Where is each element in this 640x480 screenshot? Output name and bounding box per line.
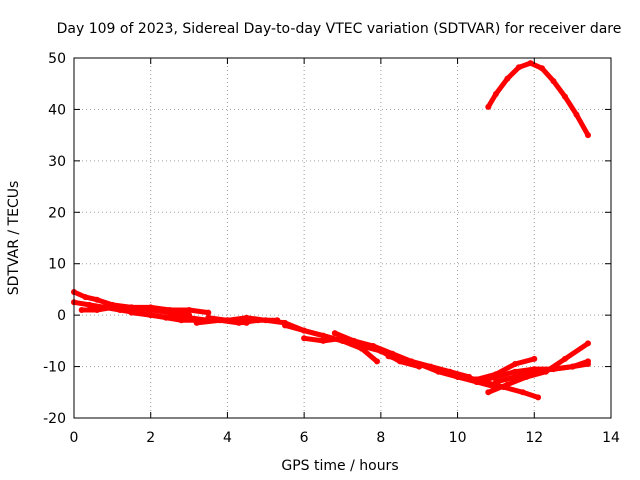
y-tick-label: 50	[48, 51, 66, 67]
data-point	[492, 373, 499, 380]
data-point	[562, 93, 568, 100]
data-point	[527, 60, 534, 67]
data-point	[492, 91, 499, 97]
data-point	[531, 368, 538, 375]
y-tick-label: 10	[48, 257, 66, 273]
data-point	[492, 379, 499, 385]
x-tick-label: 8	[376, 430, 385, 446]
series-line-arc-14	[485, 340, 591, 395]
data-point	[166, 314, 173, 321]
chart-title: Day 109 of 2023, Sidereal Day-to-day VTE…	[57, 21, 622, 37]
data-point	[147, 312, 154, 319]
data-point	[255, 317, 262, 324]
data-point	[186, 314, 193, 321]
y-tick-label: 20	[48, 205, 66, 221]
data-point	[205, 309, 212, 316]
data-point	[216, 317, 223, 324]
x-axis-label: GPS time / hours	[281, 458, 398, 474]
data-point	[235, 319, 242, 326]
data-point	[435, 368, 442, 375]
x-tick-label: 0	[70, 430, 79, 446]
data-point	[504, 75, 511, 82]
data-point	[301, 335, 308, 342]
y-tick-label: 30	[48, 154, 66, 170]
data-point	[519, 389, 526, 396]
plot-frame	[73, 57, 612, 419]
data-point	[331, 330, 338, 337]
data-point	[86, 301, 93, 308]
data-point	[374, 358, 380, 365]
data-point	[485, 389, 492, 396]
data-point	[473, 379, 480, 385]
data-point	[512, 361, 519, 367]
data-point	[320, 332, 327, 339]
y-tick-label: -10	[43, 360, 66, 376]
series-line-arc-16	[485, 60, 591, 138]
x-tick-label: 12	[525, 430, 543, 446]
data-point	[193, 319, 200, 326]
data-point	[416, 361, 423, 367]
data-point	[351, 337, 357, 344]
data-point	[504, 381, 511, 388]
data-point	[320, 337, 327, 344]
data-point	[404, 358, 411, 365]
data-point	[512, 373, 519, 380]
y-tick-label: -20	[43, 411, 66, 427]
data-point	[485, 103, 492, 110]
data-point	[535, 394, 542, 401]
y-tick-label: 0	[57, 308, 66, 324]
data-point	[78, 307, 85, 313]
x-tick-label: 10	[449, 430, 467, 446]
data-point	[128, 309, 135, 316]
data-point	[186, 307, 193, 313]
data-point	[585, 340, 591, 347]
x-tick-label: 6	[300, 430, 309, 446]
data-point	[585, 132, 591, 139]
series-layer	[71, 60, 591, 401]
y-axis-label: SDTVAR / TECUs	[6, 181, 22, 296]
grid-layer	[74, 58, 611, 418]
data-point	[109, 304, 116, 311]
data-point	[573, 111, 580, 118]
data-point	[94, 296, 100, 303]
data-point	[550, 78, 557, 85]
data-point	[147, 307, 154, 313]
x-tick-label: 2	[146, 430, 155, 446]
data-point	[128, 304, 135, 311]
data-point	[454, 373, 461, 380]
data-point	[515, 64, 522, 71]
data-point	[539, 65, 545, 72]
data-point	[512, 368, 519, 375]
data-point	[385, 353, 392, 360]
data-point	[274, 317, 281, 324]
x-tick-label: 4	[223, 430, 232, 446]
data-point	[301, 327, 308, 334]
data-point	[94, 307, 100, 313]
data-point	[585, 358, 591, 365]
y-tick-label: 40	[48, 102, 66, 118]
data-point	[370, 343, 377, 349]
data-point	[166, 309, 173, 316]
data-point	[282, 322, 288, 329]
data-point	[562, 355, 568, 362]
tick-layer: 0 2 4 6 8 10 12 14 -20 -10 0 10 20 30 40 50	[43, 51, 620, 446]
data-point	[531, 355, 538, 362]
data-point	[82, 294, 89, 301]
data-point	[569, 363, 576, 370]
x-tick-label: 14	[602, 430, 620, 446]
data-point	[550, 366, 557, 373]
